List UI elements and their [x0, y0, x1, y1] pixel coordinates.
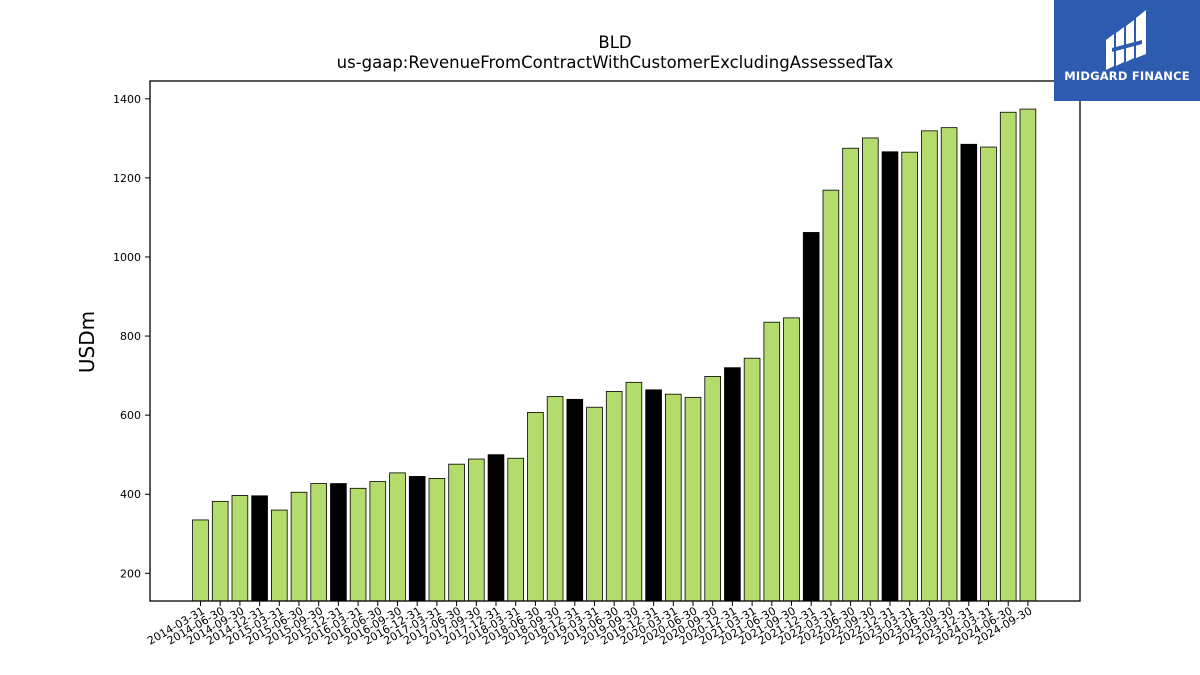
bar-2016-03-31	[349, 487, 367, 602]
bar-2015-09-30	[310, 483, 327, 602]
y-axis-label: USDm	[75, 310, 99, 374]
plot-frame	[149, 80, 1081, 602]
bar-2016-09-30	[389, 472, 406, 602]
bar-2020-06-30	[684, 396, 702, 602]
bar-2016-12-31	[408, 476, 426, 602]
bar-2019-06-30	[605, 391, 623, 602]
bar-2020-12-31	[724, 367, 741, 602]
bar-2022-09-30	[862, 137, 879, 602]
bar-2024-09-30	[1019, 108, 1037, 602]
bar-2018-09-30	[546, 396, 564, 602]
y-tick-label: 1200	[113, 172, 141, 185]
logo-mark-icon	[1106, 10, 1146, 70]
bar-2023-03-31	[901, 151, 918, 602]
bar-2018-12-31	[566, 398, 584, 602]
logo-text: MIDGARD FINANCE	[1064, 69, 1190, 83]
bar-2015-06-30	[290, 491, 308, 602]
bar-2019-09-30	[625, 381, 643, 602]
y-tick-label: 800	[120, 330, 141, 343]
bar-2021-09-30	[783, 317, 800, 602]
bar-series	[192, 108, 1037, 602]
y-tick-label: 1000	[113, 251, 141, 264]
bar-2015-12-31	[330, 483, 347, 602]
chart-title: BLD	[598, 33, 632, 52]
bar-2016-06-30	[369, 481, 387, 602]
bar-2014-12-31	[251, 495, 268, 602]
bar-2022-03-31	[822, 189, 840, 602]
bar-2023-09-30	[940, 127, 958, 602]
bar-2024-03-31	[980, 146, 997, 602]
bar-2022-12-31	[881, 151, 899, 602]
bar-2019-12-31	[645, 389, 662, 602]
bar-2021-03-31	[743, 357, 761, 602]
bar-2015-03-31	[270, 509, 288, 602]
y-axis-ticks: 200 400 600 800 1000 1200 1400	[113, 93, 150, 580]
bar-2014-03-31	[192, 519, 209, 602]
bar-2014-09-30	[231, 495, 249, 602]
chart-subtitle: us-gaap:RevenueFromContractWithCustomerE…	[336, 53, 894, 72]
bar-2017-06-30	[448, 463, 465, 602]
y-tick-label: 600	[120, 409, 141, 422]
bar-2024-06-30	[999, 111, 1017, 602]
bar-2023-06-30	[921, 130, 938, 602]
bar-2020-03-31	[665, 393, 682, 602]
y-tick-label: 1400	[113, 93, 141, 106]
y-tick-label: 400	[120, 488, 141, 501]
bar-2019-03-31	[586, 406, 603, 602]
x-axis-ticks: 2014-03-312014-06-302014-09-302014-12-31…	[145, 601, 1034, 648]
bar-2021-12-31	[802, 232, 820, 602]
bar-2021-06-30	[763, 321, 781, 602]
bar-2018-06-30	[527, 411, 544, 602]
bar-2017-09-30	[467, 458, 485, 602]
brand-logo: MIDGARD FINANCE	[1054, 0, 1200, 101]
bar-2014-06-30	[211, 500, 229, 602]
bar-2023-12-31	[960, 143, 978, 602]
bar-2017-03-31	[428, 478, 446, 602]
y-tick-label: 200	[120, 567, 141, 580]
bar-2020-09-30	[704, 375, 721, 602]
bar-2022-06-30	[842, 147, 859, 602]
bar-2017-12-31	[487, 454, 505, 602]
bar-2018-03-31	[507, 457, 524, 602]
